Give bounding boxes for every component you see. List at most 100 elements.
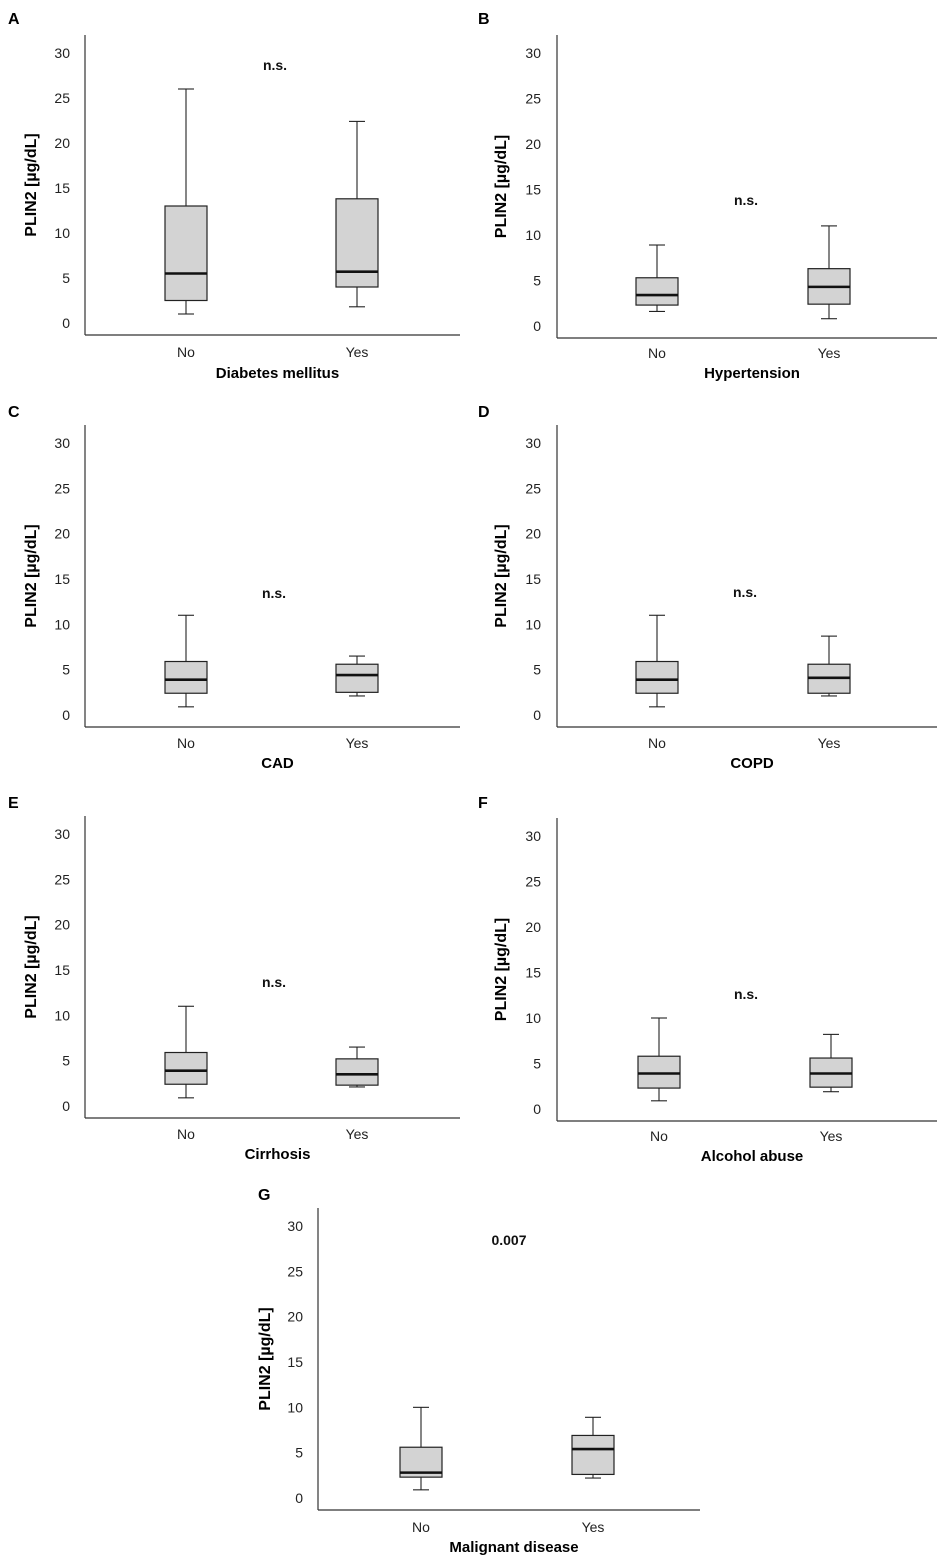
x-axis-label: Cirrhosis xyxy=(245,1146,311,1163)
x-category-label: No xyxy=(177,344,195,360)
y-tick-label: 30 xyxy=(54,45,70,61)
y-tick-label: 15 xyxy=(525,182,541,198)
chart-panel-a: A 0 5 10 15 20 25 30 PLIN2 [µg/dL] No Yes Diabetes … xyxy=(8,11,460,382)
x-category-label: No xyxy=(648,345,666,361)
boxplot-yes xyxy=(807,225,851,320)
iqr-box xyxy=(637,1055,681,1089)
chart-panel-c: C 0 5 10 15 20 25 30 PLIN2 [µg/dL] No Yes CAD n.s. xyxy=(8,404,460,772)
x-category-label: Yes xyxy=(346,735,369,751)
y-tick-label: 30 xyxy=(525,828,541,844)
y-tick-label: 0 xyxy=(533,1101,541,1117)
y-tick-label: 15 xyxy=(525,965,541,981)
chart-panel-f: F 0 5 10 15 20 25 30 PLIN2 [µg/dL] No Yes Alcohol a… xyxy=(478,795,937,1165)
panel-letter: B xyxy=(478,11,490,28)
y-tick-label: 15 xyxy=(54,180,70,196)
iqr-box xyxy=(635,277,679,306)
y-tick-label: 0 xyxy=(62,707,70,723)
y-tick-label: 10 xyxy=(54,1007,70,1023)
y-tick-label: 5 xyxy=(533,1056,541,1072)
chart-panel-g: G 0 5 10 15 20 25 30 PLIN2 [µg/dL] No YesMalignant… xyxy=(257,1187,700,1556)
chart-panel-b: B 0 5 10 15 20 25 30 PLIN2 [µg/dL] No Yes Hypertens… xyxy=(478,11,937,382)
iqr-box xyxy=(164,205,208,302)
boxplot-no xyxy=(635,244,679,312)
boxplot-yes xyxy=(335,1046,379,1088)
significance-label: 0.007 xyxy=(491,1232,526,1248)
y-tick-label: 10 xyxy=(525,227,541,243)
significance-label: n.s. xyxy=(733,584,757,600)
significance-label: n.s. xyxy=(263,57,287,73)
boxplot-no xyxy=(164,88,208,315)
boxplot-no xyxy=(637,1017,681,1102)
y-tick-label: 30 xyxy=(287,1218,303,1234)
y-tick-label: 20 xyxy=(525,526,541,542)
iqr-box xyxy=(571,1434,615,1476)
y-tick-label: 30 xyxy=(525,435,541,451)
y-tick-label: 5 xyxy=(533,662,541,678)
y-tick-label: 0 xyxy=(533,707,541,723)
x-category-label: Yes xyxy=(582,1519,605,1535)
iqr-box xyxy=(164,660,208,694)
y-tick-label: 25 xyxy=(525,874,541,890)
y-axis-label: PLIN2 [µg/dL] xyxy=(257,1307,274,1410)
y-axis-label: PLIN2 [µg/dL] xyxy=(23,133,40,236)
panel-letter: A xyxy=(8,11,20,28)
y-tick-label: 0 xyxy=(62,1098,70,1114)
y-tick-label: 5 xyxy=(295,1445,303,1461)
boxplot-no xyxy=(399,1406,443,1491)
y-tick-label: 25 xyxy=(525,480,541,496)
x-category-label: No xyxy=(412,1519,430,1535)
y-tick-label: 0 xyxy=(62,315,70,331)
x-category-label: Yes xyxy=(346,344,369,360)
x-category-label: No xyxy=(177,735,195,751)
y-tick-label: 0 xyxy=(295,1490,303,1506)
x-axis-label: COPD xyxy=(730,755,774,772)
y-tick-label: 15 xyxy=(525,571,541,587)
y-tick-label: 20 xyxy=(525,919,541,935)
panel-letter: F xyxy=(478,795,488,812)
panel-letter: C xyxy=(8,404,20,421)
y-tick-label: 10 xyxy=(54,616,70,632)
boxplot-yes xyxy=(335,655,379,697)
y-axis-label: PLIN2 [µg/dL] xyxy=(493,135,510,238)
significance-label: n.s. xyxy=(734,192,758,208)
y-tick-label: 25 xyxy=(287,1263,303,1279)
x-category-label: Yes xyxy=(818,345,841,361)
x-axis-label: Diabetes mellitus xyxy=(216,365,339,382)
x-axis-label: CAD xyxy=(261,755,294,772)
y-tick-label: 15 xyxy=(54,571,70,587)
y-tick-label: 10 xyxy=(54,225,70,241)
y-tick-label: 5 xyxy=(62,662,70,678)
iqr-box xyxy=(335,198,379,288)
boxplot-yes xyxy=(571,1416,615,1479)
boxplot-no xyxy=(164,1005,208,1099)
boxplot-no xyxy=(635,614,679,708)
x-category-label: No xyxy=(177,1126,195,1142)
y-tick-label: 30 xyxy=(525,45,541,61)
y-tick-label: 0 xyxy=(533,318,541,334)
y-tick-label: 25 xyxy=(54,90,70,106)
y-axis-label: PLIN2 [µg/dL] xyxy=(493,524,510,627)
x-category-label: No xyxy=(648,735,666,751)
y-tick-label: 10 xyxy=(525,1010,541,1026)
y-tick-label: 20 xyxy=(54,917,70,933)
significance-label: n.s. xyxy=(262,974,286,990)
y-tick-label: 10 xyxy=(287,1399,303,1415)
significance-label: n.s. xyxy=(734,986,758,1002)
y-tick-label: 15 xyxy=(287,1354,303,1370)
y-axis-label: PLIN2 [µg/dL] xyxy=(493,918,510,1021)
y-tick-label: 10 xyxy=(525,616,541,632)
panel-letter: G xyxy=(258,1187,270,1204)
y-tick-label: 25 xyxy=(54,480,70,496)
iqr-box xyxy=(635,660,679,694)
iqr-box xyxy=(335,663,379,693)
x-category-label: Yes xyxy=(820,1128,843,1144)
boxplot-no xyxy=(164,614,208,708)
x-axis-label: Malignant disease xyxy=(449,1539,578,1556)
x-category-label: Yes xyxy=(346,1126,369,1142)
y-tick-label: 30 xyxy=(54,826,70,842)
y-tick-label: 15 xyxy=(54,962,70,978)
y-axis-label: PLIN2 [µg/dL] xyxy=(23,915,40,1018)
panel-letter: E xyxy=(8,795,19,812)
x-axis-label: Hypertension xyxy=(704,365,800,382)
